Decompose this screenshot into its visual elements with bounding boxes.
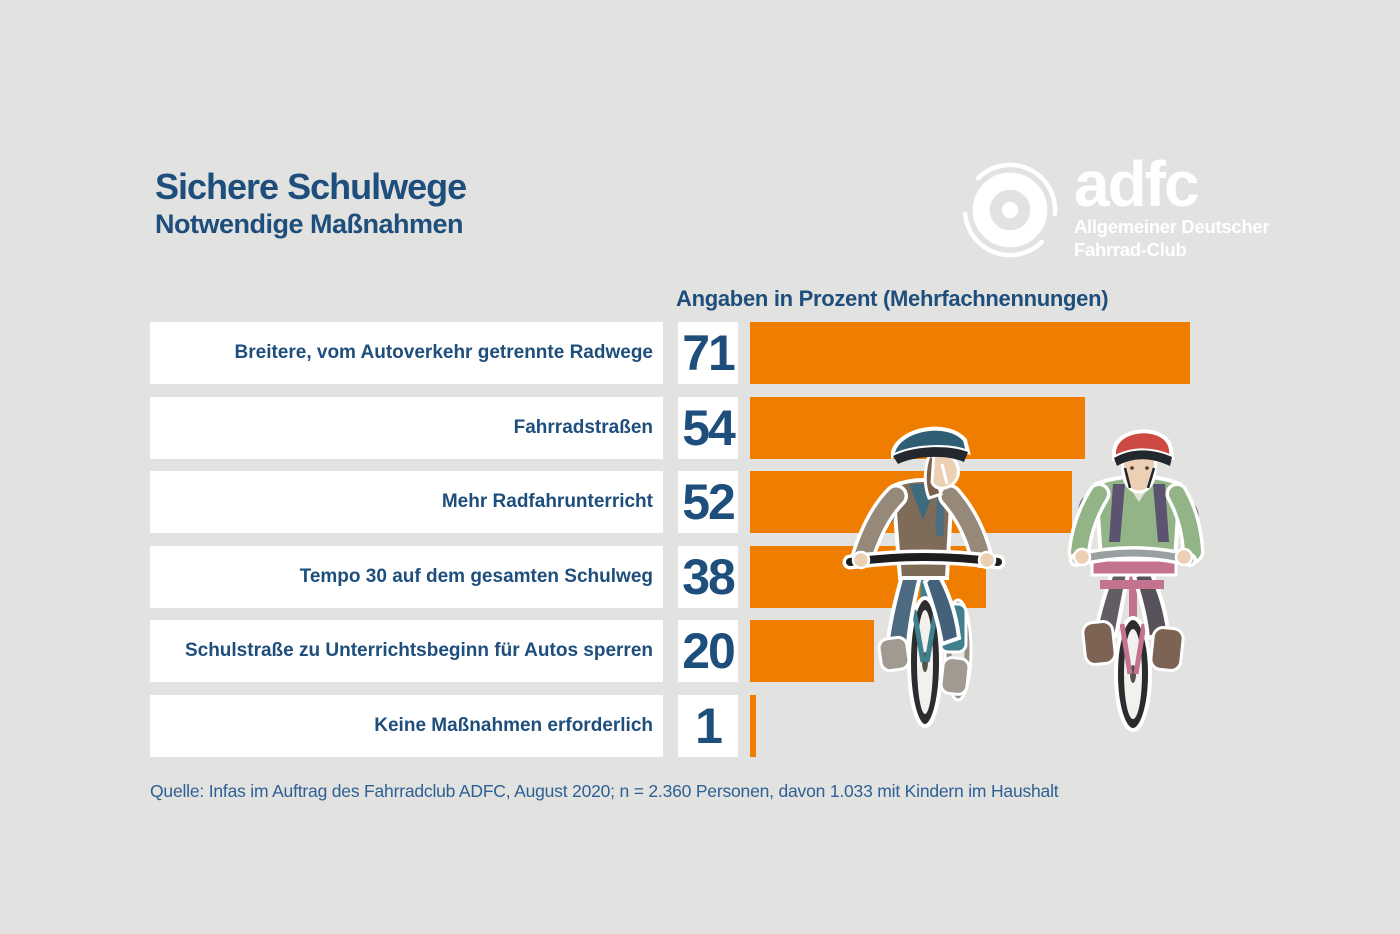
logo-text: adfc Allgemeiner Deutscher Fahrrad-Club	[1074, 148, 1270, 261]
logo-brand: adfc	[1074, 148, 1200, 220]
row-label-box: Keine Maßnahmen erforderlich	[150, 694, 663, 757]
row-label-box: Mehr Radfahrunterricht	[150, 471, 663, 534]
chart-row: Schulstraße zu Unterrichtsbeginn für Aut…	[150, 620, 1260, 683]
row-value: 38	[678, 545, 738, 608]
row-bar	[750, 694, 757, 757]
page-subtitle: Notwendige Maßnahmen	[155, 208, 464, 239]
logo-subline-1: Allgemeiner Deutscher	[1074, 216, 1270, 238]
page-title: Sichere Schulwege	[155, 166, 467, 207]
title-block: Sichere Schulwege Notwendige Maßnahmen	[155, 166, 467, 239]
chart-row: Breitere, vom Autoverkehr getrennte Radw…	[150, 322, 1260, 384]
adfc-logo: adfc Allgemeiner Deutscher Fahrrad-Club	[956, 148, 1270, 264]
cyclist-right	[1067, 429, 1205, 732]
source-note: Quelle: Infas im Auftrag des Fahrradclub…	[150, 781, 1059, 801]
row-value: 52	[678, 471, 738, 534]
chart-row: Fahrradstraßen 54	[150, 396, 1260, 459]
bar-chart: Breitere, vom Autoverkehr getrennte Radw…	[150, 322, 1260, 770]
row-label-box: Breitere, vom Autoverkehr getrennte Radw…	[150, 322, 663, 384]
row-bar	[750, 620, 874, 683]
row-label-box: Tempo 30 auf dem gesamten Schulweg	[150, 545, 663, 608]
row-label-box: Schulstraße zu Unterrichtsbeginn für Aut…	[150, 620, 663, 683]
row-value: 20	[678, 620, 738, 683]
row-label: Fahrradstraßen	[513, 416, 653, 438]
row-label: Tempo 30 auf dem gesamten Schulweg	[299, 565, 653, 587]
row-label-box: Fahrradstraßen	[150, 396, 663, 459]
chart-row: Keine Maßnahmen erforderlich 1	[150, 694, 1260, 757]
row-value: 54	[678, 396, 738, 459]
row-label: Breitere, vom Autoverkehr getrennte Radw…	[234, 342, 653, 364]
cyclists-illustration	[842, 426, 1205, 732]
row-label: Mehr Radfahrunterricht	[441, 491, 653, 513]
row-value: 1	[678, 694, 738, 757]
chart-title: Angaben in Prozent (Mehrfachnennungen)	[676, 286, 1109, 311]
row-value: 71	[678, 322, 738, 384]
row-label: Schulstraße zu Unterrichtsbeginn für Aut…	[184, 640, 653, 662]
bicycle-wheel-icon	[962, 162, 1058, 258]
logo-subline-2: Fahrrad-Club	[1074, 239, 1187, 261]
row-bar	[750, 322, 1190, 384]
row-label: Keine Maßnahmen erforderlich	[374, 715, 653, 737]
cyclist-left	[842, 426, 1006, 728]
